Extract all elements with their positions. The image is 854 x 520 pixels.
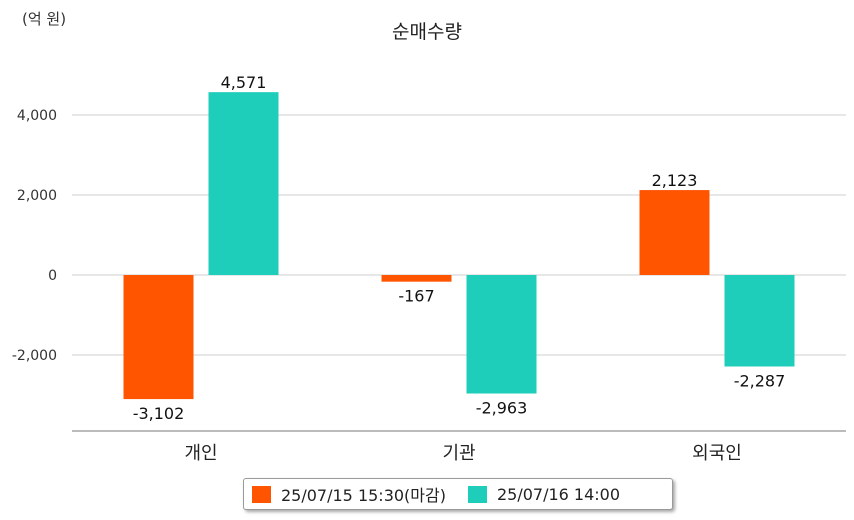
legend-item-series-1[interactable]: 25/07/15 15:30(마감) [252,482,446,506]
bar-2-1 [208,92,279,275]
data-label: 4,571 [221,73,267,92]
data-label: -2,287 [734,371,786,390]
y-tick-label: 2,000 [17,188,57,204]
x-tick-label: 개인 [184,443,217,464]
legend-label-series-1: 25/07/15 15:30(마감) [281,486,446,505]
bar-2-2 [466,275,537,394]
data-label: -3,102 [133,404,185,423]
bar-chart: 4,000 2,000 0 -2,000 -3,102 4,571 개인 -167 -2,963… [12,73,846,464]
bar-2-3 [724,275,795,367]
data-label: -167 [398,287,434,306]
legend-swatch-series-2 [467,485,487,503]
legend: 25/07/15 15:30(마감) 25/07/16 14:00 [243,478,673,510]
legend-label-series-2: 25/07/16 14:00 [496,484,621,504]
x-tick-label: 외국인 [692,443,742,464]
y-tick-label: 4,000 [17,108,57,124]
data-label: 2,123 [652,171,698,190]
y-tick-label: -2,000 [12,348,57,364]
legend-swatch-series-1 [252,485,271,503]
bar-1-3 [639,190,710,275]
bar-1-1 [123,275,194,400]
legend-item-series-2[interactable]: 25/07/16 14:00 [467,484,621,504]
chart-title: 순매수량 [392,21,462,43]
unit-label: (억 원) [22,10,67,28]
data-label: -2,963 [476,399,528,418]
x-tick-label: 기관 [442,443,475,464]
y-tick-label: 0 [48,268,57,284]
bar-1-2 [381,275,452,282]
